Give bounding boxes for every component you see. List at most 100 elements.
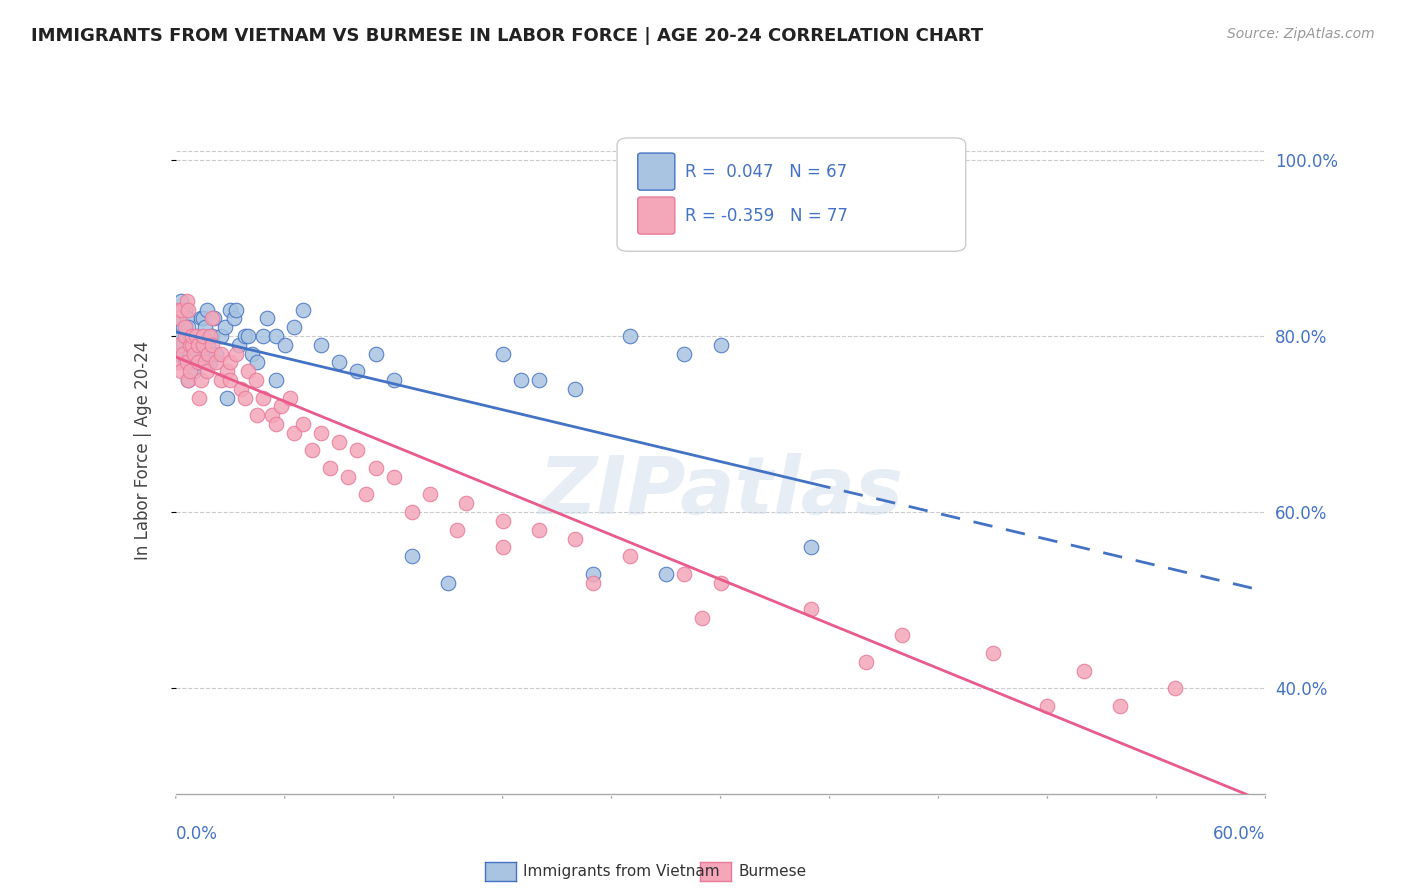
Point xyxy=(200,329,222,343)
Text: ZIPatlas: ZIPatlas xyxy=(538,452,903,531)
Text: 0.0%: 0.0% xyxy=(176,824,218,843)
Point xyxy=(692,611,714,625)
Point xyxy=(800,602,823,616)
Point xyxy=(1109,698,1132,713)
Point xyxy=(225,346,247,360)
Point xyxy=(382,373,405,387)
Text: R = -0.359   N = 77: R = -0.359 N = 77 xyxy=(685,207,848,225)
Point xyxy=(170,293,193,308)
Point xyxy=(309,425,332,440)
FancyBboxPatch shape xyxy=(638,197,675,234)
Point xyxy=(186,338,209,352)
Point xyxy=(270,400,292,414)
Point xyxy=(170,364,193,378)
Point xyxy=(283,425,305,440)
Point xyxy=(509,373,531,387)
FancyBboxPatch shape xyxy=(638,153,675,190)
Point xyxy=(291,417,314,431)
Point xyxy=(264,329,287,343)
Point xyxy=(190,373,212,387)
Point xyxy=(301,443,323,458)
Text: Source: ZipAtlas.com: Source: ZipAtlas.com xyxy=(1227,27,1375,41)
Point xyxy=(215,391,238,405)
Point xyxy=(264,373,287,387)
Point xyxy=(195,364,218,378)
Point xyxy=(188,391,211,405)
Point xyxy=(246,355,269,369)
Point xyxy=(197,346,219,360)
Point xyxy=(179,346,201,360)
Point xyxy=(173,355,195,369)
Point xyxy=(172,346,194,360)
Point xyxy=(564,382,586,396)
Point xyxy=(260,409,283,423)
Point xyxy=(209,346,232,360)
Point xyxy=(283,320,305,334)
Point xyxy=(177,373,200,387)
Point xyxy=(166,355,188,369)
Point xyxy=(179,364,201,378)
Point xyxy=(619,549,641,563)
Point xyxy=(655,566,678,581)
Point xyxy=(173,302,195,317)
Point xyxy=(225,302,247,317)
Point xyxy=(219,373,242,387)
Point xyxy=(582,566,605,581)
Point xyxy=(231,382,253,396)
Point xyxy=(201,329,224,343)
Point xyxy=(170,302,193,317)
Point xyxy=(240,346,263,360)
Point xyxy=(166,338,188,352)
Point xyxy=(181,329,204,343)
Point xyxy=(190,311,212,326)
Point xyxy=(619,329,641,343)
Point xyxy=(382,470,405,484)
Point xyxy=(855,655,877,669)
Point xyxy=(194,355,217,369)
Point xyxy=(200,355,222,369)
Y-axis label: In Labor Force | Age 20-24: In Labor Force | Age 20-24 xyxy=(134,341,152,560)
Point xyxy=(319,461,342,475)
Point xyxy=(191,311,214,326)
Point xyxy=(209,373,232,387)
Point xyxy=(328,355,350,369)
Point xyxy=(197,338,219,352)
Point xyxy=(238,329,260,343)
Point xyxy=(492,514,515,528)
Point xyxy=(186,355,209,369)
Point xyxy=(176,329,198,343)
Point xyxy=(252,329,274,343)
Point xyxy=(710,338,733,352)
Point xyxy=(981,646,1004,660)
Text: IMMIGRANTS FROM VIETNAM VS BURMESE IN LABOR FORCE | AGE 20-24 CORRELATION CHART: IMMIGRANTS FROM VIETNAM VS BURMESE IN LA… xyxy=(31,27,983,45)
Text: R =  0.047   N = 67: R = 0.047 N = 67 xyxy=(685,162,846,180)
Point xyxy=(401,505,423,519)
Point xyxy=(186,329,209,343)
Point xyxy=(204,346,226,360)
Point xyxy=(1073,664,1095,678)
Point xyxy=(264,417,287,431)
Point xyxy=(202,311,225,326)
Point xyxy=(346,443,368,458)
Point xyxy=(219,355,242,369)
Point xyxy=(710,575,733,590)
Point xyxy=(891,628,914,642)
Point xyxy=(564,532,586,546)
Point xyxy=(181,355,204,369)
Point xyxy=(169,311,191,326)
Point xyxy=(197,346,219,360)
Point xyxy=(364,461,387,475)
Point xyxy=(245,373,267,387)
Point xyxy=(437,575,460,590)
Point xyxy=(419,487,441,501)
Point xyxy=(219,302,242,317)
Point xyxy=(228,338,250,352)
Point xyxy=(356,487,378,501)
Point xyxy=(214,320,236,334)
Point xyxy=(184,346,207,360)
Point xyxy=(291,302,314,317)
Point xyxy=(191,338,214,352)
Point xyxy=(492,541,515,555)
Point xyxy=(233,329,256,343)
Point xyxy=(176,293,198,308)
